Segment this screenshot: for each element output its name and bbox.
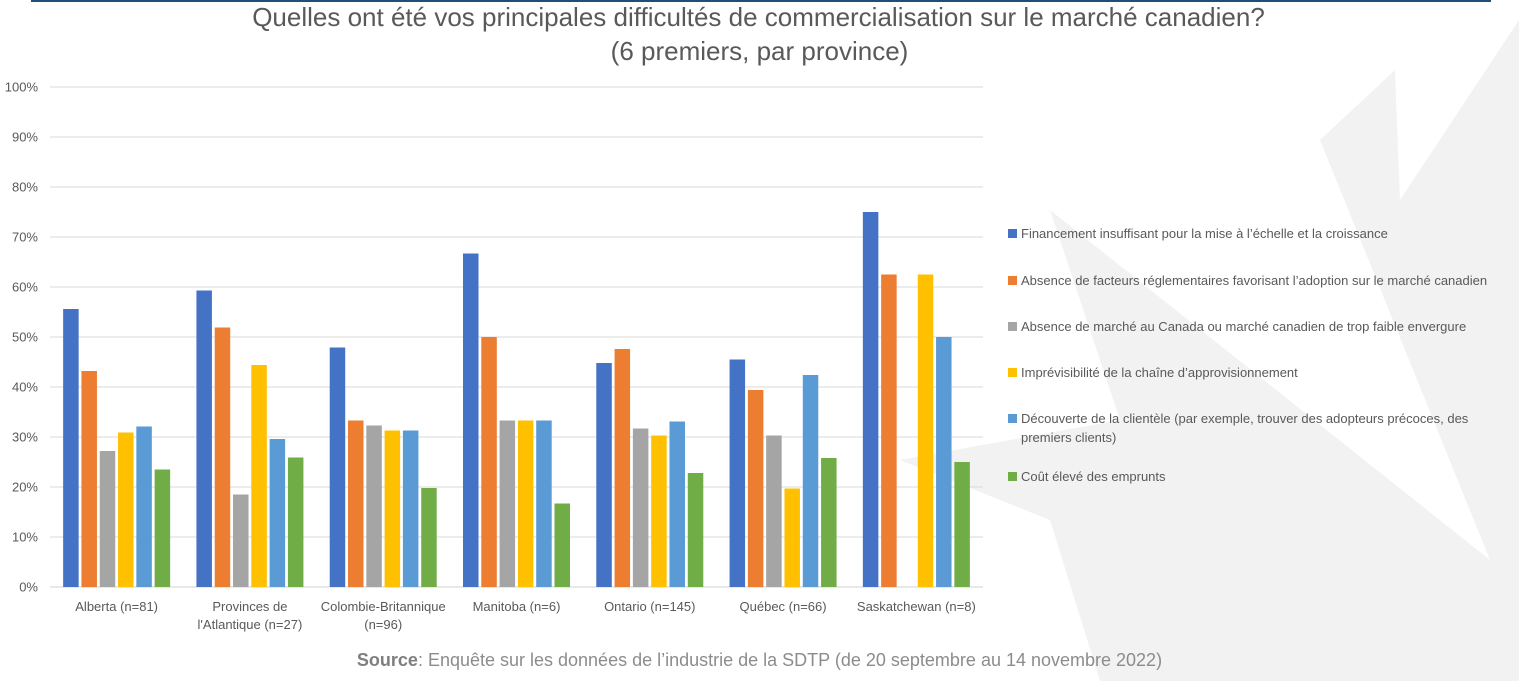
bar [614, 349, 631, 587]
source-note: Source: Enquête sur les données de l’ind… [0, 650, 1519, 671]
bar [596, 363, 612, 587]
y-tick-label: 80% [12, 180, 38, 195]
legend-label: Coût élevé des emprunts [1021, 469, 1166, 484]
legend-swatch [1008, 229, 1017, 238]
bar [517, 420, 534, 587]
bar [402, 430, 419, 587]
chart-title-line1: Quelles ont été vos principales difficul… [252, 2, 1265, 32]
source-label: Source [356, 650, 418, 670]
bar [154, 469, 171, 587]
bars [63, 212, 970, 587]
legend-label: Absence de marché au Canada ou marché ca… [1021, 319, 1467, 334]
legend-item: Financement insuffisant pour la mise à l… [1008, 224, 1518, 243]
legend-item: Découverte de la clientèle (par exemple,… [1008, 409, 1518, 447]
bar [63, 309, 79, 587]
legend-label: Financement insuffisant pour la mise à l… [1021, 226, 1388, 241]
legend-swatch [1008, 414, 1017, 423]
bar [233, 494, 249, 587]
x-tick-label: Manitoba (n=6) [473, 599, 561, 614]
bar [214, 327, 231, 587]
bar [421, 488, 437, 587]
y-tick-label: 30% [12, 430, 38, 445]
bar [632, 428, 649, 587]
x-tick-label: Alberta (n=81) [75, 599, 158, 614]
x-tick-label: Colombie-Britannique [321, 599, 446, 614]
source-text: : Enquête sur les données de l’industrie… [417, 650, 1163, 670]
x-tick-label: Québec (n=66) [740, 599, 827, 614]
legend-item: Absence de marché au Canada ou marché ca… [1008, 317, 1518, 336]
bar [917, 274, 934, 587]
x-tick-label: Ontario (n=145) [604, 599, 695, 614]
legend-swatch [1008, 472, 1017, 481]
chart-title: Quelles ont été vos principales difficul… [0, 0, 1519, 68]
bar [747, 390, 764, 587]
bar [554, 503, 570, 587]
bar [463, 253, 479, 587]
bar [669, 421, 685, 587]
legend-item: Coût élevé des emprunts [1008, 467, 1518, 486]
top-rule [31, 0, 1491, 2]
bar [287, 457, 304, 587]
y-tick-label: 50% [12, 330, 38, 345]
bar [81, 371, 97, 587]
bar [136, 426, 152, 587]
y-axis: 0% 10% 20% 30% 40% 50% 60% 70% 80% 90% 100% [5, 80, 39, 595]
legend-label: Imprévisibilité de la chaîne d’approvisi… [1021, 365, 1298, 380]
bar [99, 451, 116, 587]
legend-label: Découverte de la clientèle (par exemple,… [1021, 411, 1469, 445]
bar [118, 432, 134, 587]
chart-title-line2: (6 premiers, par province) [610, 36, 909, 66]
y-tick-label: 20% [12, 480, 38, 495]
y-tick-label: 0% [19, 580, 38, 595]
bar [881, 274, 897, 587]
bar [821, 458, 837, 587]
bar [269, 439, 286, 587]
bar-chart: 0% 10% 20% 30% 40% 50% 60% 70% 80% 90% 100% Albert… [5, 80, 983, 632]
y-tick-label: 40% [12, 380, 38, 395]
y-tick-label: 90% [12, 130, 38, 145]
y-tick-label: 60% [12, 280, 38, 295]
bar [784, 488, 800, 587]
bar [481, 337, 497, 587]
y-tick-label: 70% [12, 230, 38, 245]
x-axis: Alberta (n=81) Provinces de l'Atlantique (… [75, 599, 976, 632]
legend: Financement insuffisant pour la mise à l… [1008, 224, 1518, 486]
bar [862, 212, 879, 587]
bar [766, 435, 782, 587]
bar [729, 359, 746, 587]
x-tick-label: Saskatchewan (n=8) [857, 599, 976, 614]
bar [366, 425, 382, 587]
bar [651, 435, 667, 587]
bar [348, 420, 364, 587]
x-tick-label: l'Atlantique (n=27) [198, 617, 303, 632]
gridlines [50, 86, 983, 588]
bar [499, 420, 516, 587]
bar [536, 420, 552, 587]
legend-item: Absence de facteurs réglementaires favor… [1008, 271, 1518, 290]
bar [687, 473, 704, 587]
legend-swatch [1008, 276, 1017, 285]
y-tick-label: 10% [12, 530, 38, 545]
bar [802, 375, 819, 587]
legend-label: Absence de facteurs réglementaires favor… [1021, 273, 1488, 288]
bar [251, 365, 267, 587]
legend-item: Imprévisibilité de la chaîne d’approvisi… [1008, 363, 1518, 382]
bar [384, 430, 401, 587]
x-tick-label: (n=96) [364, 617, 402, 632]
legend-swatch [1008, 322, 1017, 331]
x-tick-label: Provinces de [212, 599, 287, 614]
bar [936, 337, 952, 587]
legend-swatch [1008, 368, 1017, 377]
y-tick-label: 100% [5, 80, 39, 95]
bar [954, 462, 970, 587]
bar [329, 347, 346, 587]
bar [196, 290, 212, 587]
